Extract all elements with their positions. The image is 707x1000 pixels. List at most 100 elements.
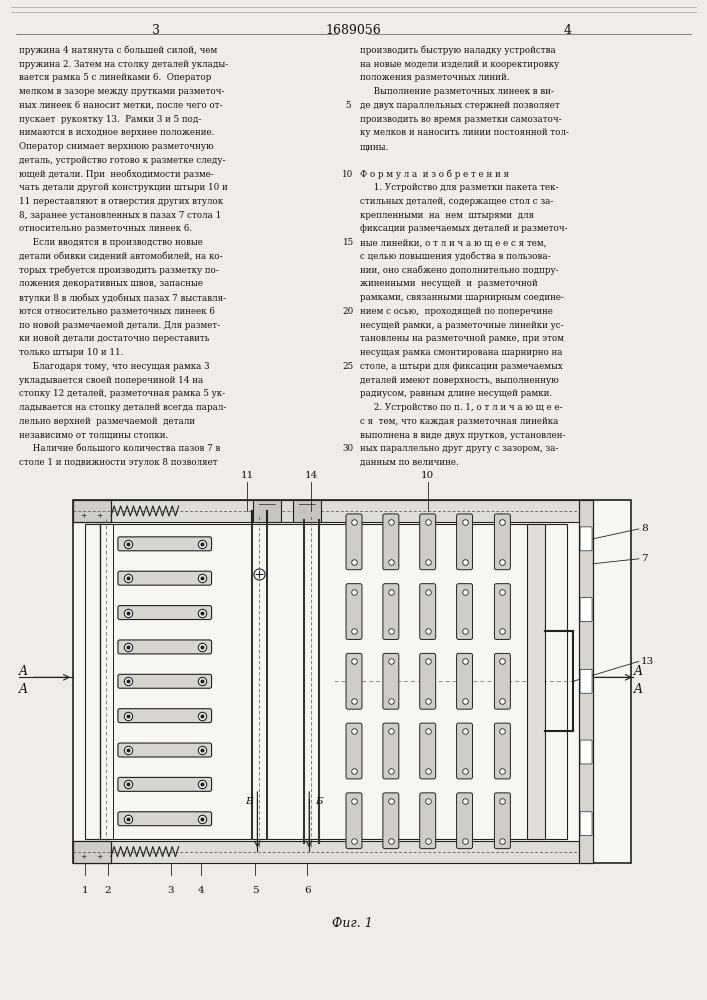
Text: несущей рамки, а разметочные линейки ус-: несущей рамки, а разметочные линейки ус- <box>360 321 563 330</box>
FancyBboxPatch shape <box>118 777 211 791</box>
Text: крепленными  на  нем  штырями  для: крепленными на нем штырями для <box>360 211 534 220</box>
Text: радиусом, равным длине несущей рамки.: радиусом, равным длине несущей рамки. <box>360 389 552 398</box>
Bar <box>527 524 545 839</box>
Text: +: + <box>96 512 103 520</box>
Text: 20: 20 <box>342 307 354 316</box>
Bar <box>73 500 111 522</box>
FancyBboxPatch shape <box>580 812 592 836</box>
Text: рамками, связанными шарнирным соедине-: рамками, связанными шарнирным соедине- <box>360 293 564 302</box>
Text: Б: Б <box>245 797 253 806</box>
FancyBboxPatch shape <box>383 584 399 639</box>
Text: с целью повышения удобства в пользова-: с целью повышения удобства в пользова- <box>360 252 551 261</box>
Text: пружина 2. Затем на столку деталей уклады-: пружина 2. Затем на столку деталей уклад… <box>19 60 228 69</box>
FancyBboxPatch shape <box>457 723 472 779</box>
Text: 10: 10 <box>421 471 434 480</box>
Text: деталей имеют поверхность, выполненную: деталей имеют поверхность, выполненную <box>360 376 559 385</box>
FancyBboxPatch shape <box>420 584 436 639</box>
Text: 8: 8 <box>641 524 648 533</box>
Bar <box>73 500 631 863</box>
Text: 14: 14 <box>305 471 317 480</box>
Text: пускает  рукоятку 13.  Рамки 3 и 5 под-: пускает рукоятку 13. Рамки 3 и 5 под- <box>19 115 201 124</box>
Text: мелком в зазоре между прутками разметоч-: мелком в зазоре между прутками разметоч- <box>19 87 225 96</box>
Text: Наличие большого количества пазов 7 в: Наличие большого количества пазов 7 в <box>19 444 221 453</box>
FancyBboxPatch shape <box>494 793 510 849</box>
Text: детали обивки сидений автомобилей, на ко-: детали обивки сидений автомобилей, на ко… <box>19 252 223 261</box>
Text: пружина 4 натянута с большей силой, чем: пружина 4 натянута с большей силой, чем <box>19 46 218 55</box>
Bar <box>293 500 321 522</box>
Text: 6: 6 <box>304 886 310 895</box>
Text: ных параллельно друг другу с зазором, за-: ных параллельно друг другу с зазором, за… <box>360 444 559 453</box>
FancyBboxPatch shape <box>494 723 510 779</box>
Text: 15: 15 <box>342 238 354 247</box>
FancyBboxPatch shape <box>420 514 436 570</box>
FancyBboxPatch shape <box>346 653 362 709</box>
Text: только штыри 10 и 11.: только штыри 10 и 11. <box>19 348 124 357</box>
FancyBboxPatch shape <box>118 640 211 654</box>
Text: торых требуется производить разметку по-: торых требуется производить разметку по- <box>19 266 219 275</box>
Text: производить быструю наладку устройства: производить быструю наладку устройства <box>360 46 556 55</box>
Text: 4: 4 <box>197 886 204 895</box>
Text: 7: 7 <box>641 554 648 563</box>
Text: с я  тем, что каждая разметочная линейка: с я тем, что каждая разметочная линейка <box>360 417 559 426</box>
Text: укладывается своей поперечиной 14 на: укладывается своей поперечиной 14 на <box>19 376 204 385</box>
Text: нии, оно снабжено дополнительно подпру-: нии, оно снабжено дополнительно подпру- <box>360 266 559 275</box>
Text: столе 1 и подвижности этулок 8 позволяет: столе 1 и подвижности этулок 8 позволяет <box>19 458 218 467</box>
FancyBboxPatch shape <box>346 584 362 639</box>
Text: 5: 5 <box>345 101 351 110</box>
Text: 30: 30 <box>342 444 354 453</box>
Text: несущая рамка смонтирована шарнирно на: несущая рамка смонтирована шарнирно на <box>360 348 563 357</box>
Text: нием с осью,  проходящей по поперечине: нием с осью, проходящей по поперечине <box>360 307 553 316</box>
Text: тановлены на разметочной рамке, при этом: тановлены на разметочной рамке, при этом <box>360 334 564 343</box>
FancyBboxPatch shape <box>383 723 399 779</box>
Text: +: + <box>80 512 86 520</box>
Bar <box>253 500 281 522</box>
Text: 2. Устройство по п. 1, о т л и ч а ю щ е е-: 2. Устройство по п. 1, о т л и ч а ю щ е… <box>360 403 563 412</box>
Text: независимо от толщины стопки.: независимо от толщины стопки. <box>19 431 168 440</box>
Text: выполнена в виде двух прутков, установлен-: выполнена в виде двух прутков, установле… <box>360 431 566 440</box>
FancyBboxPatch shape <box>494 653 510 709</box>
FancyBboxPatch shape <box>118 709 211 723</box>
FancyBboxPatch shape <box>346 514 362 570</box>
FancyBboxPatch shape <box>420 793 436 849</box>
Text: лельно верхней  размечаемой  детали: лельно верхней размечаемой детали <box>19 417 195 426</box>
Bar <box>579 500 593 863</box>
FancyBboxPatch shape <box>494 584 510 639</box>
FancyBboxPatch shape <box>580 669 592 693</box>
Text: стильных деталей, содержащее стол с за-: стильных деталей, содержащее стол с за- <box>360 197 554 206</box>
Text: де двух параллельных стержней позволяет: де двух параллельных стержней позволяет <box>360 101 560 110</box>
Text: A: A <box>634 665 643 678</box>
Text: 3: 3 <box>152 24 160 37</box>
Text: фиксации размечаемых деталей и разметоч-: фиксации размечаемых деталей и разметоч- <box>360 224 568 233</box>
Text: данным по величине.: данным по величине. <box>360 458 459 467</box>
Text: ные линейки, о т л и ч а ю щ е е с я тем,: ные линейки, о т л и ч а ю щ е е с я тем… <box>360 238 547 247</box>
Bar <box>73 500 581 522</box>
Text: щины.: щины. <box>360 142 390 151</box>
Text: A: A <box>19 665 28 678</box>
FancyBboxPatch shape <box>346 793 362 849</box>
Text: 3: 3 <box>168 886 174 895</box>
Text: Фиг. 1: Фиг. 1 <box>332 917 373 930</box>
Text: жиненными  несущей  и  разметочной: жиненными несущей и разметочной <box>360 279 538 288</box>
FancyBboxPatch shape <box>580 598 592 622</box>
Text: ных линеек 6 наносит метки, после чего от-: ных линеек 6 наносит метки, после чего о… <box>19 101 223 110</box>
Text: на новые модели изделий и кооректировку: на новые модели изделий и кооректировку <box>360 60 559 69</box>
Text: стопку 12 деталей, разметочная рамка 5 ук-: стопку 12 деталей, разметочная рамка 5 у… <box>19 389 226 398</box>
FancyBboxPatch shape <box>118 537 211 551</box>
Text: 25: 25 <box>342 362 354 371</box>
Text: ложения декоративных швов, запасные: ложения декоративных швов, запасные <box>19 279 204 288</box>
Text: 11 переставляют в отверстия других втулок: 11 переставляют в отверстия других втуло… <box>19 197 223 206</box>
Text: 8, заранее установленных в пазах 7 стола 1: 8, заранее установленных в пазах 7 стола… <box>19 211 221 220</box>
Text: ются относительно разметочных линеек 6: ются относительно разметочных линеек 6 <box>19 307 216 316</box>
Text: 11: 11 <box>241 471 254 480</box>
Text: Ф о р м у л а  и з о б р е т е н и я: Ф о р м у л а и з о б р е т е н и я <box>360 170 509 179</box>
Text: Б: Б <box>315 797 323 806</box>
FancyBboxPatch shape <box>420 653 436 709</box>
Text: +: + <box>80 853 86 861</box>
FancyBboxPatch shape <box>580 740 592 764</box>
Text: Благодаря тому, что несущая рамка 3: Благодаря тому, что несущая рамка 3 <box>19 362 210 371</box>
Text: Оператор снимает верхнюю разметочную: Оператор снимает верхнюю разметочную <box>19 142 214 151</box>
FancyBboxPatch shape <box>383 653 399 709</box>
Text: ладывается на стопку деталей всегда парал-: ладывается на стопку деталей всегда пара… <box>19 403 227 412</box>
FancyBboxPatch shape <box>118 812 211 826</box>
Text: A: A <box>634 683 643 696</box>
